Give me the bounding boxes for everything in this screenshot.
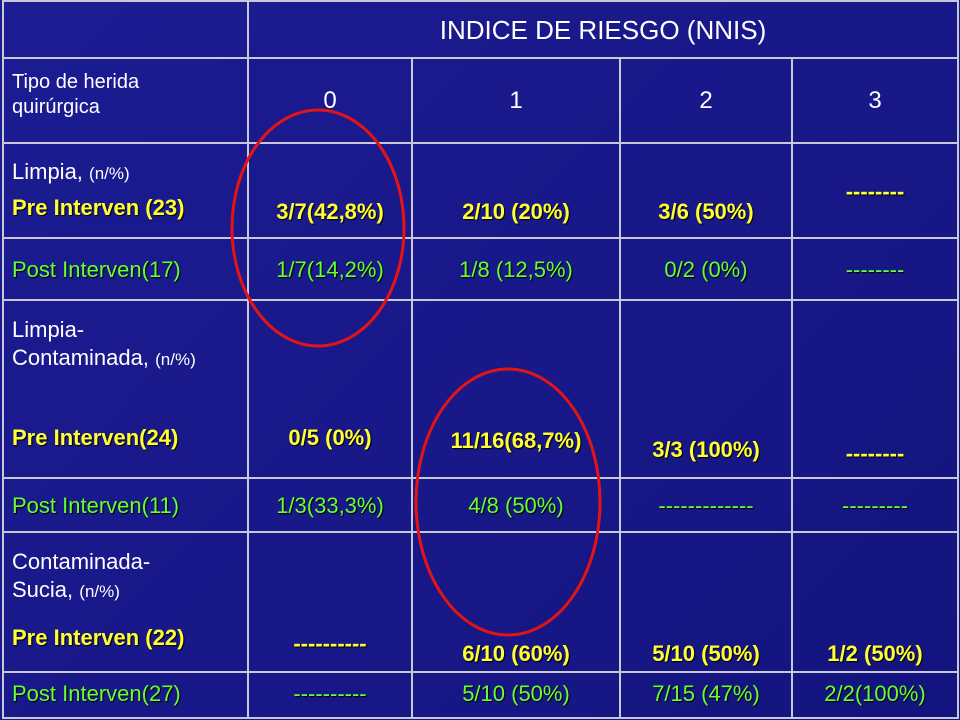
- cell-value: 3/6 (50%): [658, 199, 754, 224]
- cell-value: 5/10 (50%): [462, 681, 570, 706]
- cell-value: 0/5 (0%): [288, 425, 372, 450]
- group-unit: (n/%): [89, 164, 130, 183]
- column-label: 1: [509, 87, 523, 114]
- group-unit: (n/%): [155, 349, 196, 369]
- group-name: Limpia-Contaminada,: [12, 317, 149, 370]
- cell-value: 3/3 (100%): [652, 437, 760, 462]
- group-label: Limpia, (n/%): [12, 158, 202, 186]
- column-header: Tipo de herida quirúrgica: [12, 71, 140, 118]
- group-name: Limpia,: [12, 159, 83, 184]
- cell-value: 3/7(42,8%): [276, 199, 384, 224]
- cell-value: 4/8 (50%): [468, 493, 564, 518]
- cell-value: 2/2(100%): [824, 681, 926, 706]
- cell-value: --------: [845, 257, 905, 282]
- cell-value: 7/15 (47%): [652, 681, 760, 706]
- row-label: Post Interven(17): [12, 257, 181, 282]
- column-label: 3: [868, 87, 882, 114]
- cell-value: 0/2 (0%): [664, 257, 748, 282]
- group-label: Limpia-Contaminada, (n/%): [12, 316, 202, 371]
- row-label: Pre Interven (23): [12, 195, 185, 220]
- cell-value: 1/7(14,2%): [276, 257, 384, 282]
- group-name: Contaminada-Sucia,: [12, 549, 151, 602]
- cell-value: 1/2 (50%): [827, 641, 923, 666]
- cell-value: -------------: [658, 493, 754, 518]
- cell-value: 5/10 (50%): [652, 641, 760, 666]
- row-label: Pre Interven (22): [12, 625, 185, 650]
- cell-value: --------: [845, 441, 905, 466]
- cell-value: --------: [845, 179, 905, 204]
- row-label: Pre Interven(24): [12, 425, 179, 450]
- cell-value: 6/10 (60%): [462, 641, 570, 666]
- cell-value: 1/8 (12,5%): [459, 257, 573, 282]
- group-label: Contaminada-Sucia, (n/%): [12, 548, 202, 603]
- cell-value: 2/10 (20%): [462, 199, 570, 224]
- cell-value: 11/16(68,7%): [450, 428, 582, 453]
- column-label: 0: [323, 87, 337, 114]
- cell-value: ---------: [842, 493, 908, 518]
- cell-value: ----------: [293, 631, 367, 656]
- table-title: INDICE DE RIESGO (NNIS): [439, 15, 767, 45]
- cell-value: 1/3(33,3%): [276, 493, 384, 518]
- row-label: Post Interven(11): [12, 493, 180, 518]
- row-label: Post Interven(27): [12, 681, 181, 706]
- group-unit: (n/%): [79, 581, 120, 601]
- cell-value: ----------: [293, 681, 367, 706]
- column-label: 2: [699, 87, 713, 114]
